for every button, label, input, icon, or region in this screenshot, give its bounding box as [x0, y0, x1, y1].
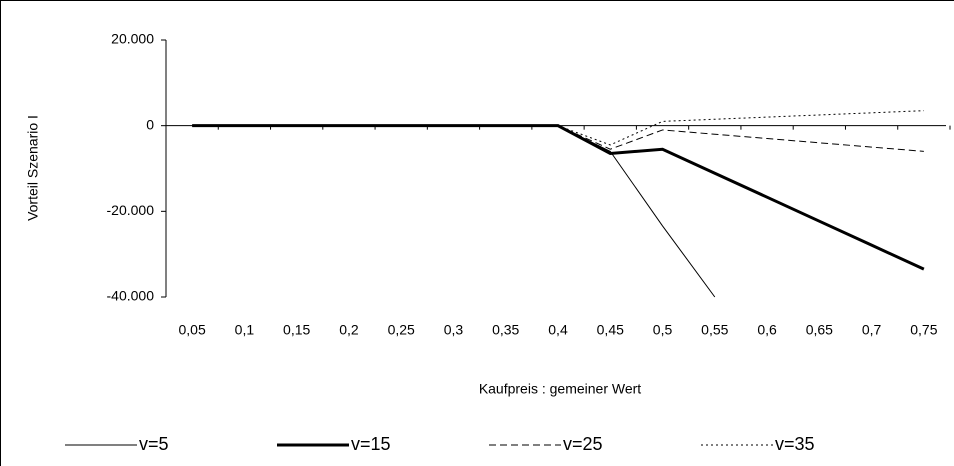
x-tick-label: 0,7 [862, 322, 882, 338]
x-tick-label: 0,25 [388, 322, 415, 338]
x-tick-label: 0,55 [701, 322, 728, 338]
y-tick-label: 0 [146, 116, 154, 132]
y-tick-label: -20.000 [107, 202, 155, 218]
y-tick-label: 20.000 [111, 31, 154, 47]
x-axis-label: Kaufpreis : gemeiner Wert [479, 381, 641, 397]
x-tick-label: 0,65 [806, 322, 833, 338]
x-tick-label: 0,6 [757, 322, 777, 338]
x-tick-label: 0,1 [235, 322, 255, 338]
x-tick-label: 0,4 [548, 322, 568, 338]
legend-label: v=15 [351, 434, 391, 454]
y-axis-label: Vorteil Szenario I [25, 115, 41, 221]
x-tick-label: 0,45 [597, 322, 624, 338]
legend-label: v=5 [139, 434, 169, 454]
series-line [192, 110, 924, 146]
x-tick-label: 0,5 [653, 322, 673, 338]
x-tick-label: 0,2 [339, 322, 359, 338]
legend-label: v=35 [775, 434, 815, 454]
x-tick-label: 0,35 [492, 322, 519, 338]
x-tick-label: 0,75 [910, 322, 937, 338]
legend-label: v=25 [563, 434, 603, 454]
x-tick-label: 0,05 [179, 322, 206, 338]
x-tick-label: 0,3 [444, 322, 464, 338]
y-tick-label: -40.000 [107, 288, 155, 304]
x-tick-label: 0,15 [283, 322, 310, 338]
